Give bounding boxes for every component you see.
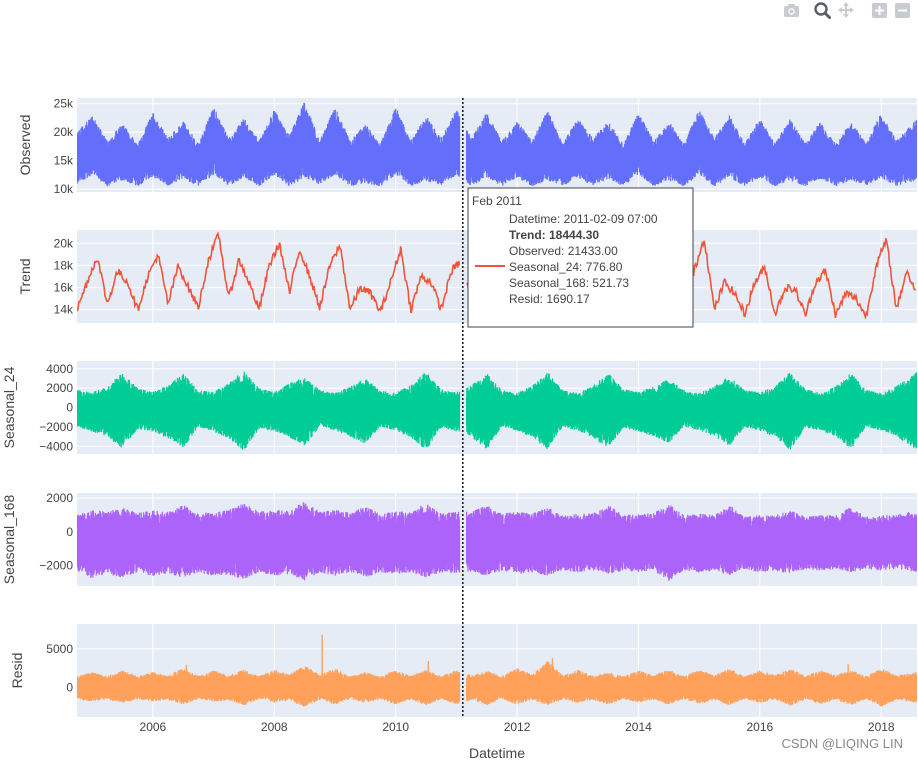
panel-resid[interactable]: 5000 0 Resid — [9, 624, 917, 717]
y-tick-label: 10k — [54, 182, 74, 196]
plot-background — [77, 624, 917, 717]
zoom-in-icon[interactable] — [872, 3, 887, 18]
x-tick-label: 2014 — [625, 720, 652, 734]
y-tick-label: −2000 — [39, 559, 73, 573]
hover-tooltip-box — [467, 187, 694, 328]
modebar — [784, 2, 910, 19]
y-tick-label: 20k — [54, 125, 74, 139]
y-tick-label: 0 — [66, 401, 73, 415]
y-tick-label: 2000 — [46, 491, 73, 505]
y-tick-label: 2000 — [46, 381, 73, 395]
series-band-resid — [77, 661, 917, 707]
panel-trend[interactable]: 20k 18k 16k 14k Trend — [17, 230, 917, 323]
y-tick-label: 14k — [54, 303, 74, 317]
hover-trend: Trend: 18444.30 — [509, 228, 599, 242]
y-axis-label: Trend — [17, 258, 33, 294]
y-tick-label: −4000 — [39, 439, 73, 453]
series-band-seasonal_168 — [77, 502, 917, 581]
panel-observed[interactable]: 25k 20k 15k 10k Observed — [17, 97, 917, 196]
y-axis-label: Observed — [17, 115, 33, 176]
watermark: CSDN @LIQING LIN — [781, 736, 903, 751]
y-axis-label: Seasonal_168 — [1, 495, 17, 585]
zoom-icon[interactable] — [814, 2, 831, 19]
x-tick-label: 2006 — [140, 720, 167, 734]
hover-tooltip: Feb 2011 Datetime: 2011-02-09 07:00 Tren… — [467, 187, 694, 328]
series-band-seasonal_24 — [77, 371, 917, 450]
hover-observed: Observed: 21433.00 — [509, 244, 618, 258]
panel-seasonal_168[interactable]: 2000 0 −2000 Seasonal_168 — [1, 491, 917, 586]
y-tick-label: 5000 — [46, 642, 73, 656]
zoom-out-icon[interactable] — [895, 3, 910, 18]
hover-datetime: Datetime: 2011-02-09 07:00 — [509, 212, 658, 226]
pan-icon[interactable] — [838, 2, 854, 18]
hover-header: Feb 2011 — [472, 194, 522, 208]
y-tick-label: 0 — [66, 525, 73, 539]
y-axis-label: Seasonal_24 — [1, 366, 17, 448]
series-band-observed — [77, 102, 917, 187]
y-tick-label: 20k — [54, 236, 74, 250]
hover-resid: Resid: 1690.17 — [509, 292, 590, 306]
y-tick-label: 4000 — [46, 362, 73, 376]
subplot-panels: 25k 20k 15k 10k Observed 20k 18k 16k 14k Trend 400… — [1, 97, 917, 717]
x-tick-label: 2016 — [747, 720, 774, 734]
x-axis-label: Datetime — [469, 745, 525, 760]
y-tick-label: 18k — [54, 258, 74, 272]
y-tick-label: 16k — [54, 281, 74, 295]
y-tick-label: −2000 — [39, 420, 73, 434]
hover-seasonal24: Seasonal_24: 776.80 — [509, 260, 623, 274]
hover-seasonal168: Seasonal_168: 521.73 — [509, 276, 629, 290]
x-axis: 2006 2008 2010 2012 2014 2016 2018 — [140, 720, 895, 734]
y-tick-label: 25k — [54, 97, 74, 111]
camera-icon[interactable] — [784, 4, 799, 17]
panel-seasonal_24[interactable]: 4000 2000 0 −2000 −4000 Seasonal_24 — [1, 361, 917, 454]
x-tick-label: 2010 — [382, 720, 409, 734]
y-tick-label: 0 — [66, 681, 73, 695]
x-tick-label: 2012 — [504, 720, 531, 734]
x-tick-label: 2008 — [261, 720, 288, 734]
y-tick-label: 15k — [54, 154, 74, 168]
x-tick-label: 2018 — [868, 720, 895, 734]
y-axis-label: Resid — [9, 653, 25, 689]
